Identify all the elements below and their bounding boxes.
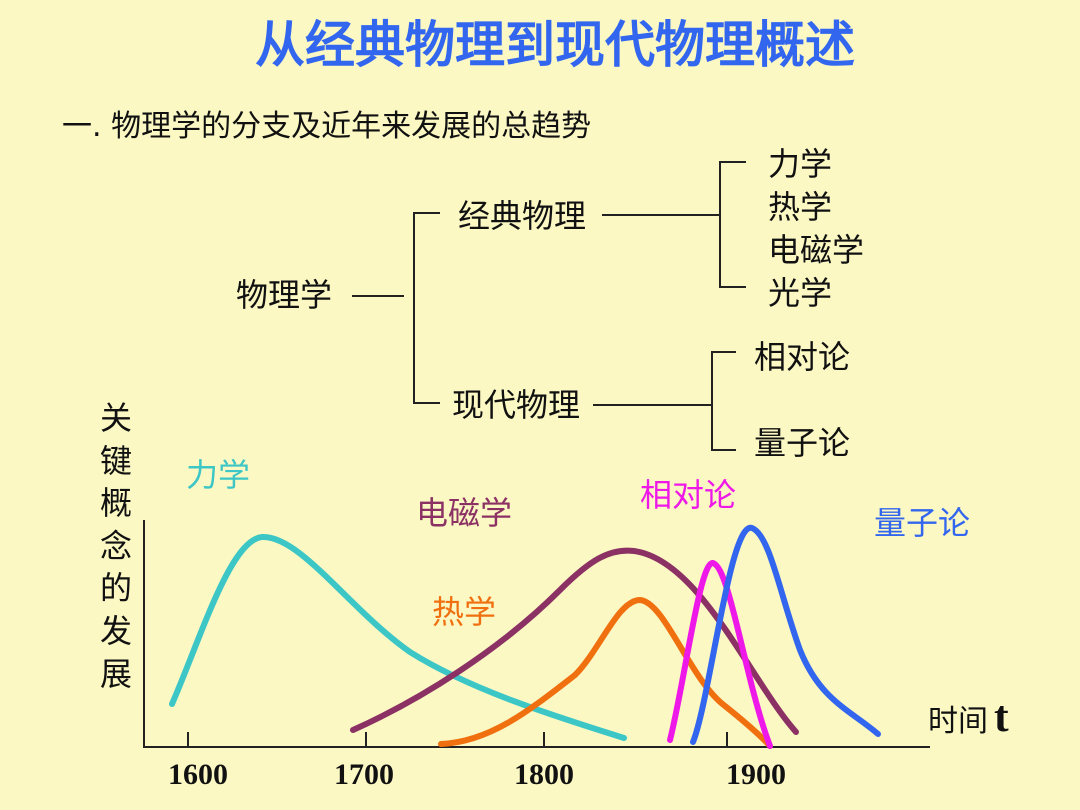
tree-bracket-classical [719, 161, 746, 288]
tree-bracket-main [413, 212, 440, 404]
ylabel-char: 的 [99, 569, 132, 608]
tree-leaf-optics: 光学 [768, 274, 833, 312]
tree-connectors [352, 161, 746, 451]
curve-label-electromagnetism: 电磁学 [416, 494, 513, 532]
section-heading: 一. 物理学的分支及近年来发展的总趋势 [62, 109, 592, 144]
curve-label-quantum: 量子论 [874, 504, 971, 542]
xtick-label: 1700 [334, 758, 394, 791]
chart-xlabel: 时间 t [928, 695, 1009, 739]
tree-leaf-electromagnetism: 电磁学 [768, 231, 865, 269]
tree-bracket-modern [711, 351, 736, 451]
curve-mechanics [169, 533, 627, 741]
curve-label-thermal: 热学 [432, 593, 497, 631]
ylabel-char: 念 [99, 526, 132, 565]
curve-quantum [690, 525, 881, 745]
curve-label-mechanics: 力学 [186, 456, 251, 494]
curve-thermal [438, 597, 773, 749]
tree-node-modern: 现代物理 [452, 386, 581, 424]
xlabel-variable: t [994, 692, 1009, 741]
curve-relativity [667, 560, 773, 749]
page-title: 从经典物理到现代物理概述 [255, 16, 855, 74]
ylabel-char: 发 [99, 611, 132, 650]
xtick-label: 1600 [168, 758, 228, 791]
ylabel-char: 键 [99, 441, 132, 480]
tree-node-classical: 经典物理 [458, 197, 587, 235]
ylabel-char: 关 [99, 399, 132, 437]
curve-electromagnetism [350, 547, 799, 735]
xlabel-text: 时间 [928, 704, 988, 739]
tree-root-physics: 物理学 [236, 276, 333, 314]
tree-leaf-mechanics: 力学 [768, 145, 833, 183]
xtick-label: 1800 [514, 758, 574, 791]
curve-label-relativity: 相对论 [640, 476, 737, 514]
ylabel-char: 概 [99, 484, 132, 523]
tree-leaf-thermal: 热学 [768, 188, 833, 226]
ylabel-char: 展 [99, 654, 132, 693]
chart-curves [169, 525, 881, 749]
chart-ylabel: 关 键 概 念 的 发 展 [96, 397, 136, 695]
tree-leaf-quantum: 量子论 [754, 424, 851, 462]
chart-axes [143, 520, 930, 748]
xtick-label: 1900 [726, 758, 786, 791]
tree-leaf-relativity: 相对论 [754, 338, 851, 376]
